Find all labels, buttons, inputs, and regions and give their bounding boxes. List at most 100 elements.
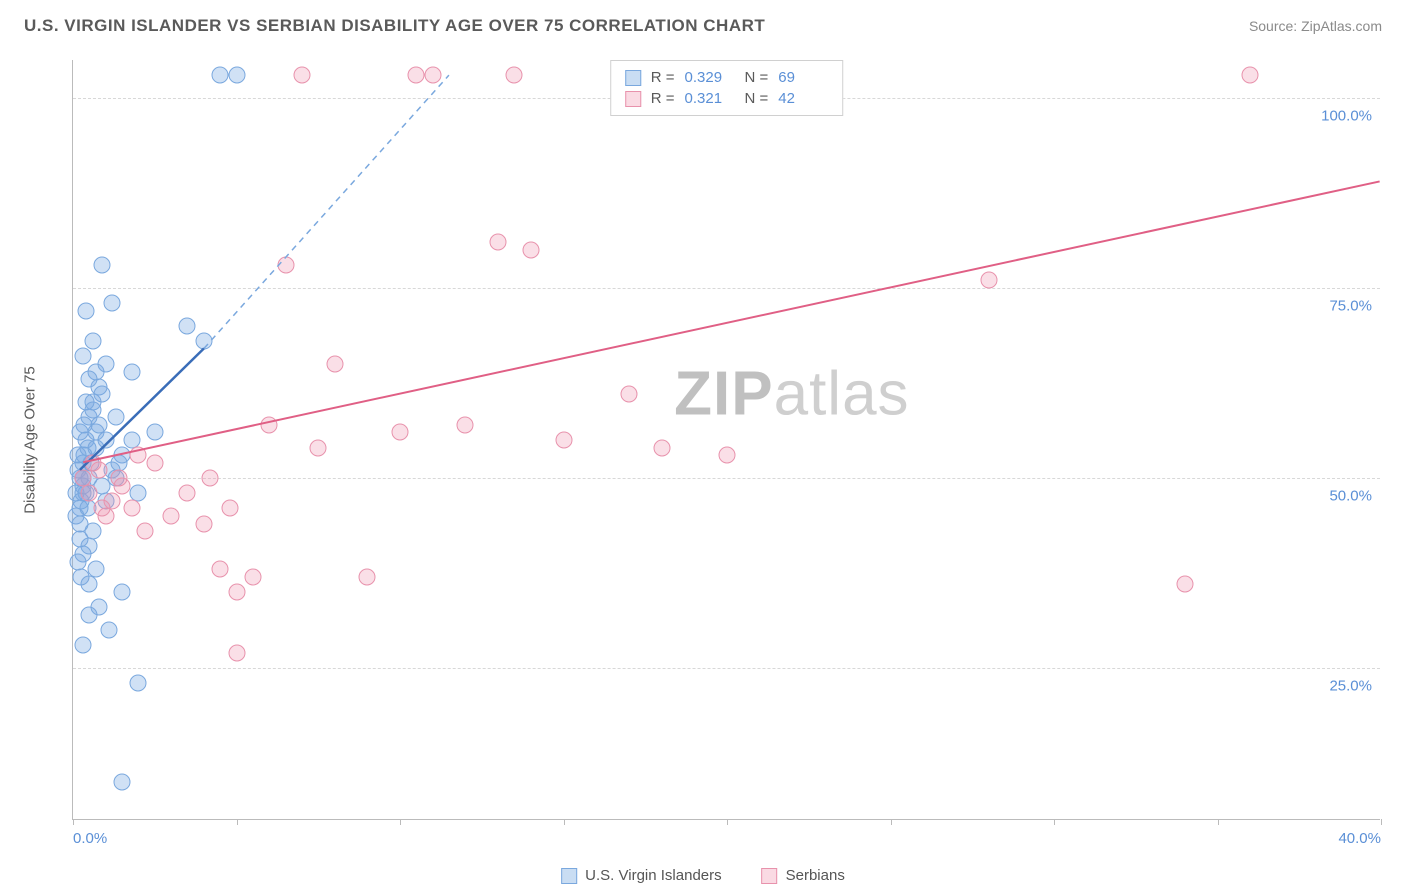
data-point	[392, 424, 409, 441]
bottom-legend: U.S. Virgin Islanders Serbians	[561, 867, 845, 884]
data-point	[1176, 576, 1193, 593]
swatch-blue	[561, 868, 577, 884]
data-point	[114, 774, 131, 791]
stats-row-pink: R = 0.321 N = 42	[625, 88, 829, 109]
data-point	[73, 568, 90, 585]
xtick-label: 0.0%	[73, 830, 107, 847]
data-point	[277, 257, 294, 274]
data-point	[123, 500, 140, 517]
data-point	[620, 386, 637, 403]
xtick-mark	[1381, 819, 1382, 825]
data-point	[457, 416, 474, 433]
data-point	[980, 272, 997, 289]
data-point	[100, 622, 117, 639]
source-label: Source: ZipAtlas.com	[1249, 18, 1382, 34]
watermark: ZIPatlas	[674, 358, 909, 429]
data-point	[195, 515, 212, 532]
xtick-mark	[1054, 819, 1055, 825]
data-point	[202, 470, 219, 487]
data-point	[179, 318, 196, 335]
data-point	[221, 500, 238, 517]
chart-container: Disability Age Over 75 ZIPatlas R = 0.32…	[48, 60, 1380, 820]
data-point	[212, 561, 229, 578]
data-point	[104, 295, 121, 312]
ytick-label: 75.0%	[1329, 298, 1372, 315]
data-point	[74, 348, 91, 365]
data-point	[310, 439, 327, 456]
data-point	[84, 333, 101, 350]
data-point	[107, 409, 124, 426]
data-point	[212, 67, 229, 84]
xtick-mark	[400, 819, 401, 825]
swatch-pink	[762, 868, 778, 884]
xtick-mark	[237, 819, 238, 825]
data-point	[228, 584, 245, 601]
y-axis-label: Disability Age Over 75	[22, 366, 39, 514]
data-point	[228, 67, 245, 84]
data-point	[123, 363, 140, 380]
data-point	[110, 470, 127, 487]
data-point	[81, 485, 98, 502]
ytick-label: 100.0%	[1321, 108, 1372, 125]
legend-item-blue: U.S. Virgin Islanders	[561, 867, 721, 884]
xtick-label: 40.0%	[1338, 830, 1381, 847]
data-point	[179, 485, 196, 502]
data-point	[97, 432, 114, 449]
data-point	[94, 386, 111, 403]
swatch-blue	[625, 70, 641, 86]
ytick-label: 25.0%	[1329, 678, 1372, 695]
gridline	[73, 288, 1380, 289]
data-point	[87, 561, 104, 578]
data-point	[326, 356, 343, 373]
data-point	[94, 257, 111, 274]
data-point	[130, 675, 147, 692]
data-point	[71, 530, 88, 547]
data-point	[195, 333, 212, 350]
data-point	[97, 356, 114, 373]
data-point	[555, 432, 572, 449]
data-point	[94, 500, 111, 517]
data-point	[84, 454, 101, 471]
data-point	[522, 242, 539, 259]
data-point	[81, 606, 98, 623]
xtick-mark	[564, 819, 565, 825]
data-point	[146, 424, 163, 441]
data-point	[424, 67, 441, 84]
data-point	[163, 508, 180, 525]
data-point	[69, 553, 86, 570]
data-point	[136, 523, 153, 540]
data-point	[261, 416, 278, 433]
stats-row-blue: R = 0.329 N = 69	[625, 67, 829, 88]
data-point	[228, 644, 245, 661]
gridline	[73, 668, 1380, 669]
plot-area: ZIPatlas R = 0.329 N = 69 R = 0.321 N = …	[72, 60, 1380, 820]
data-point	[78, 302, 95, 319]
xtick-mark	[891, 819, 892, 825]
chart-header: U.S. VIRGIN ISLANDER VS SERBIAN DISABILI…	[0, 0, 1406, 44]
xtick-mark	[727, 819, 728, 825]
stats-legend: R = 0.329 N = 69 R = 0.321 N = 42	[610, 60, 844, 116]
xtick-mark	[1218, 819, 1219, 825]
gridline	[73, 478, 1380, 479]
data-point	[506, 67, 523, 84]
data-point	[114, 584, 131, 601]
trend-lines-svg	[73, 60, 1380, 819]
data-point	[293, 67, 310, 84]
data-point	[359, 568, 376, 585]
data-point	[146, 454, 163, 471]
chart-title: U.S. VIRGIN ISLANDER VS SERBIAN DISABILI…	[24, 16, 765, 36]
swatch-pink	[625, 91, 641, 107]
legend-item-pink: Serbians	[762, 867, 845, 884]
data-point	[719, 447, 736, 464]
data-point	[76, 416, 93, 433]
data-point	[81, 371, 98, 388]
data-point	[408, 67, 425, 84]
data-point	[490, 234, 507, 251]
data-point	[244, 568, 261, 585]
ytick-label: 50.0%	[1329, 488, 1372, 505]
data-point	[130, 447, 147, 464]
data-point	[74, 637, 91, 654]
xtick-mark	[73, 819, 74, 825]
data-point	[1242, 67, 1259, 84]
data-point	[653, 439, 670, 456]
